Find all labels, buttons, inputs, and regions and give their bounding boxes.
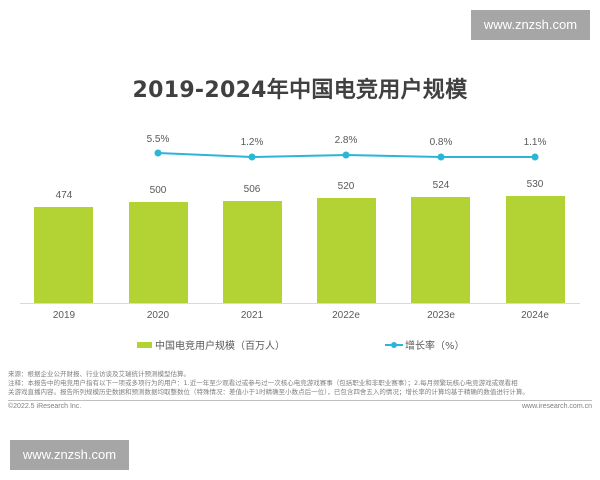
bar-value-label: 530 <box>526 179 544 190</box>
rate-label: 0.8% <box>429 137 453 148</box>
copyright: ©2022.5 iResearch Inc. <box>8 403 82 410</box>
bar-value-label: 500 <box>149 185 167 196</box>
watermark-bottom: www.znzsh.com <box>10 440 129 470</box>
bar-value-label: 474 <box>55 190 73 201</box>
bar-2024e <box>506 196 565 303</box>
bar-value-label: 506 <box>243 184 261 195</box>
bar-2023e <box>411 197 470 303</box>
x-tick-label: 2022e <box>332 310 360 321</box>
x-tick-label: 2019 <box>52 310 76 321</box>
bar-2022e <box>317 198 376 303</box>
source-note: 来源：根据企业公开财报、行业访谈及艾瑞统计预测模型估算。 <box>8 370 190 378</box>
growth-rate-line <box>154 149 539 161</box>
note-line-1: 注释：本报告中的电竞用户指有以下一项或多项行为的用户：1.近一年至少观看过或参与… <box>8 379 518 387</box>
rate-label: 1.1% <box>523 137 547 148</box>
rate-label: 5.5% <box>146 134 170 145</box>
x-tick-label: 2024e <box>521 310 549 321</box>
bar-2020 <box>129 202 188 303</box>
x-tick-label: 2020 <box>146 310 170 321</box>
bar-value-label: 520 <box>337 181 355 192</box>
chart-title: 2019-2024年中国电竞用户规模 <box>132 78 468 103</box>
legend-bar-label: 中国电竞用户规模（百万人） <box>155 341 285 352</box>
bar-value-label: 524 <box>432 180 450 191</box>
x-tick-label: 2023e <box>427 310 455 321</box>
x-tick-label: 2021 <box>240 310 264 321</box>
notes: 来源：根据企业公开财报、行业访谈及艾瑞统计预测模型估算。 注释：本报告中的电竞用… <box>8 370 594 397</box>
line-marker-icon <box>385 340 403 350</box>
bar-2021 <box>223 201 282 303</box>
footer-divider <box>8 400 592 401</box>
legend-line: 增长率（%） <box>385 337 465 352</box>
bar-2019 <box>34 207 93 303</box>
rate-label: 2.8% <box>334 135 358 146</box>
note-line-2: 关游戏直播内容。报告所列规模历史数据和预测数据均取整数位（特殊情况：差值小于1时… <box>8 388 529 396</box>
chart-area: 474 500 506 520 524 530 5.5% 1.2% 2.8% 0… <box>20 134 580 352</box>
x-axis-line <box>20 303 580 304</box>
rate-label: 1.2% <box>240 137 264 148</box>
watermark-top: www.znzsh.com <box>471 10 590 40</box>
site-url: www.iresearch.com.cn <box>521 403 592 410</box>
legend-bar: 中国电竞用户规模（百万人） <box>137 337 285 352</box>
legend-line-label: 增长率（%） <box>405 341 465 352</box>
bar-swatch-icon <box>137 341 152 348</box>
